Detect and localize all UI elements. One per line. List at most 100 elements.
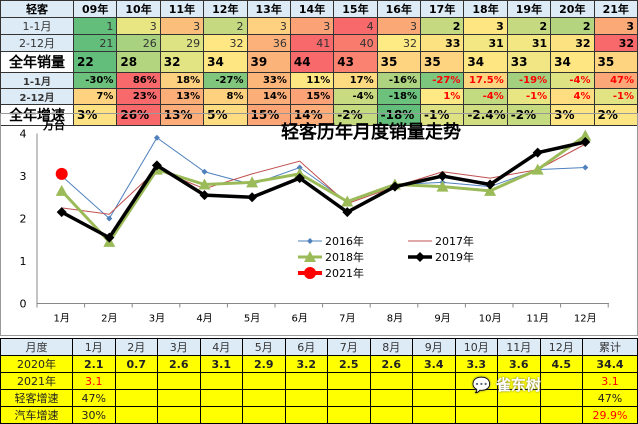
table-cell: 47% (582, 389, 638, 407)
table-row: 1-1月 1 3 3 2 3 3 4 3 2 3 2 2 3 (0, 17, 638, 35)
table-cell: 32 (593, 34, 638, 52)
table-cell (412, 389, 456, 407)
table-cell: 3 (376, 17, 422, 35)
table-cell (369, 372, 413, 390)
x-tick-label: 11月 (526, 313, 549, 325)
table-cell: 5% (203, 104, 248, 126)
row-label: 2020年 (0, 355, 73, 373)
table-cell: 3.6 (497, 355, 541, 373)
table-cell: 29.9% (582, 406, 638, 424)
table-cell: -16% (376, 72, 422, 89)
legend-label: 2018年 (325, 250, 364, 264)
table-row: 2021年 3.1 3.1 (0, 372, 638, 390)
table-cell: 17% (333, 72, 378, 89)
series-line (61, 137, 586, 220)
table-cell: 2.1 (72, 355, 116, 373)
x-tick-label: 2月 (101, 313, 117, 325)
legend-label: 2021年 (325, 266, 364, 280)
table-cell (242, 406, 286, 424)
table-cell (284, 389, 328, 407)
table-cell: 21 (72, 34, 118, 52)
header-cell: 17年 (419, 0, 465, 18)
data-point (106, 215, 113, 222)
table-cell: 47% (72, 389, 116, 407)
table-cell: 34 (550, 51, 595, 73)
data-point (415, 252, 425, 262)
data-point (294, 173, 305, 184)
table-cell: 3% (550, 104, 595, 126)
table-cell: -1% (419, 104, 465, 126)
table-cell (539, 406, 583, 424)
line-chart: 0 1 2 3 4 1月 2月 3月 4月 5月 6月 7月 8月 9月 10月 11月 12月 轻客历年月度销量… (20, 118, 609, 325)
table-cell: 35 (593, 51, 638, 73)
header-cell: 2月 (114, 338, 158, 356)
table-cell: 3.2 (284, 355, 328, 373)
header-cell: 15年 (333, 0, 378, 18)
x-tick-label: 1月 (54, 313, 70, 325)
header-cell: 21年 (593, 0, 638, 18)
data-point (246, 176, 259, 188)
header-cell: 16年 (376, 0, 422, 18)
data-point (247, 192, 258, 203)
table-cell: 32 (203, 34, 248, 52)
table-cell (327, 389, 371, 407)
table-cell: -19% (506, 72, 552, 89)
table-cell (327, 372, 371, 390)
table-row: 全年增速 3% 26% 13% 5% 15% 14% -2% -18% -1% -2.4% -2% 3%… (0, 104, 638, 126)
header-cell: 11月 (497, 338, 541, 356)
table-cell: 3 (463, 17, 508, 35)
table-cell: 31 (463, 34, 508, 52)
table-cell: 2% (593, 104, 638, 126)
table-cell: -2% (506, 104, 552, 126)
table-cell: -4% (463, 88, 508, 105)
data-point (56, 207, 67, 218)
table-cell (199, 372, 243, 390)
data-point (579, 129, 592, 141)
table-cell: 17.5% (463, 72, 508, 89)
x-tick-label: 4月 (196, 313, 212, 325)
data-point (484, 184, 497, 196)
data-point (304, 251, 316, 262)
monthly-sales-table: 月度 1月 2月 3月 4月 5月 6月 7月 8月 9月 10月 11月 12月 累计 2020年 2.1 0… (0, 338, 638, 424)
table-cell: 2.5 (327, 355, 371, 373)
data-point (437, 171, 448, 181)
header-cell: 09年 (72, 0, 118, 18)
table-cell: 7% (72, 88, 118, 105)
table-cell: 2.6 (369, 355, 413, 373)
data-point (307, 238, 313, 244)
data-point (304, 267, 316, 279)
data-point (531, 163, 544, 175)
header-cell: 5月 (242, 338, 286, 356)
table-cell: 3.1 (72, 372, 116, 390)
table-cell: -18% (376, 104, 422, 126)
table-cell: 29 (159, 34, 205, 52)
data-point (153, 134, 160, 141)
table-cell (454, 406, 498, 424)
x-tick-label: 7月 (339, 313, 355, 325)
table-cell (284, 372, 328, 390)
data-point (201, 168, 208, 175)
header-row: 月度 1月 2月 3月 4月 5月 6月 7月 8月 9月 10月 11月 12月 累计 (0, 338, 638, 356)
data-point (389, 181, 400, 192)
row-label: 2-12月 (0, 34, 74, 52)
data-point (104, 232, 115, 243)
header-cell: 14年 (289, 0, 335, 18)
legend-label: 2017年 (435, 234, 474, 248)
table-cell: 15% (246, 104, 291, 126)
table-cell: 34.4 (582, 355, 638, 373)
header-cell: 1月 (72, 338, 116, 356)
table-cell: 3 (593, 17, 638, 35)
data-point (341, 195, 354, 207)
header-cell: 月度 (0, 338, 73, 356)
table-row: 2-12月 7% 23% 13% 8% 14% 15% -4% -18% 1% -4% -1% 4% -1… (0, 88, 638, 105)
series-line (60, 140, 586, 240)
header-cell: 12年 (203, 0, 248, 18)
table-cell (412, 372, 456, 390)
table-cell: 34 (203, 51, 248, 73)
series-line (61, 143, 586, 215)
wechat-icon: 💬 (472, 376, 491, 394)
table-cell: 41 (289, 34, 335, 52)
data-point (55, 167, 68, 180)
data-point (436, 180, 449, 192)
table-cell: 2 (550, 17, 595, 35)
